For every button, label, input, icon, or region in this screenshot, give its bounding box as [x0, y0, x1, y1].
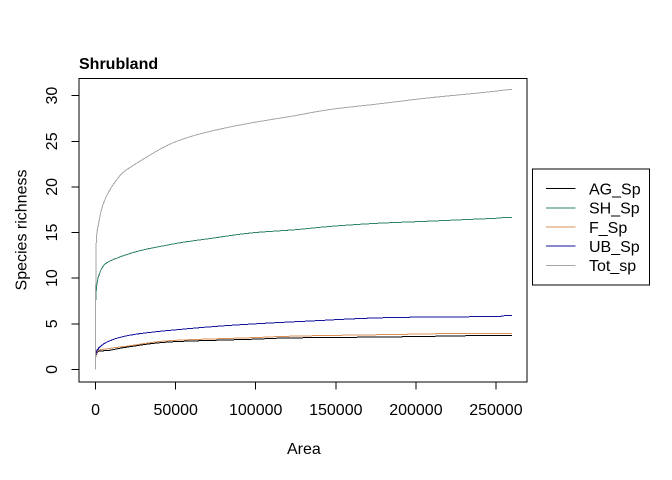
svg-text:0: 0 — [44, 365, 61, 374]
svg-text:10: 10 — [44, 269, 61, 287]
svg-text:5: 5 — [44, 319, 61, 328]
svg-text:Shrubland: Shrubland — [79, 56, 158, 73]
svg-text:Species richness: Species richness — [14, 170, 31, 291]
svg-text:250000: 250000 — [469, 402, 522, 419]
svg-text:AG_Sp: AG_Sp — [589, 181, 641, 198]
svg-text:0: 0 — [91, 402, 100, 419]
svg-text:F_Sp: F_Sp — [589, 220, 627, 237]
svg-text:100000: 100000 — [229, 402, 282, 419]
svg-text:Area: Area — [287, 441, 321, 458]
svg-text:15: 15 — [44, 224, 61, 242]
svg-text:150000: 150000 — [309, 402, 362, 419]
svg-text:50000: 50000 — [153, 402, 198, 419]
svg-text:SH_Sp: SH_Sp — [589, 201, 640, 218]
svg-text:20: 20 — [44, 178, 61, 196]
svg-text:Tot_sp: Tot_sp — [589, 258, 636, 275]
svg-text:25: 25 — [44, 132, 61, 150]
svg-text:200000: 200000 — [389, 402, 442, 419]
svg-text:30: 30 — [44, 87, 61, 105]
svg-text:UB_Sp: UB_Sp — [589, 239, 640, 256]
